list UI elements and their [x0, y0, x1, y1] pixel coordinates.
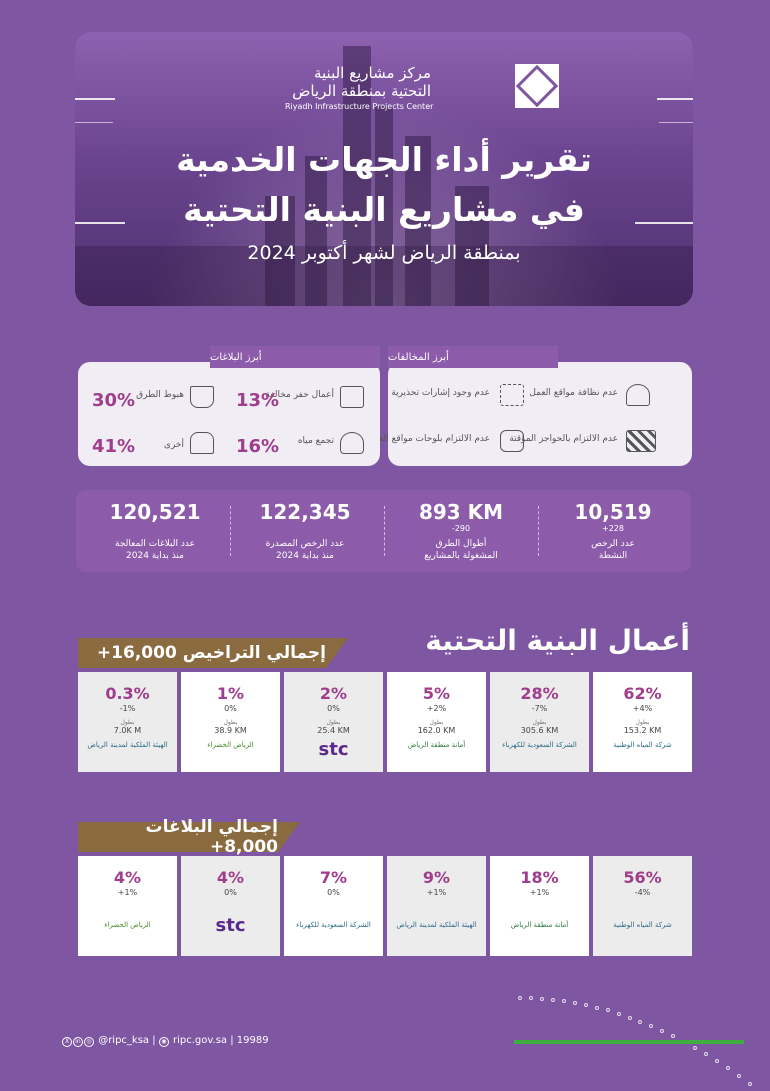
worker-cleaning-icon: [626, 384, 650, 406]
sec-logo: الشركة السعودية للكهرباء: [502, 741, 577, 749]
report-subtitle: بمنطقة الرياض لشهر أكتوبر 2024: [247, 242, 521, 264]
warning-light-icon: [500, 384, 524, 406]
decorative-dot: [638, 1019, 643, 1024]
riyadh-municipality-logo: أمانة منطقة الرياض: [407, 741, 466, 749]
complaint-cell: 9% +1% الهيئة الملكية لمدينة الرياض: [387, 856, 486, 956]
stc-logo: stc: [215, 915, 246, 936]
section-title: أعمال البنية التحتية: [425, 624, 690, 657]
barrier-icon: [626, 430, 656, 452]
ripc-logo: [515, 64, 559, 108]
report-title-2: في مشاريع البنية التحتية: [183, 190, 585, 229]
decorative-dot: [572, 1000, 577, 1005]
phone-number: 19989: [236, 1035, 269, 1046]
org-name-ar: مركز مشاريع البنية: [313, 64, 431, 82]
license-cell: 62% +4% بطول 153.2 KM شركة المياه الوطنية: [593, 672, 692, 772]
licenses-banner: إجمالي التراخيص 16,000+: [78, 638, 348, 668]
decorative-dot: [660, 1028, 665, 1033]
report-pct: 30%: [92, 390, 136, 411]
stat-issued-licenses: 122,345 عدد الرخص المصدرة منذ بداية 2024: [259, 500, 351, 561]
violation-label: عدم الالتزام بالحواجز المؤقتة: [509, 434, 618, 444]
sec-logo: الشركة السعودية للكهرباء: [296, 921, 371, 929]
license-cell: 1% 0% بطول 38.9 KM الرياض الخضراء: [181, 672, 280, 772]
water-icon: [340, 432, 364, 454]
report-label: هبوط الطرق: [136, 390, 184, 400]
decorative-dot: [715, 1059, 720, 1064]
hero-banner: مركز مشاريع البنية التحتية بمنطقة الرياض…: [75, 32, 693, 306]
complaint-cell: 4% +1% الرياض الخضراء: [78, 856, 177, 956]
report-label: أخرى: [163, 440, 184, 450]
excavator-icon: [340, 386, 364, 408]
org-name-ar-2: التحتية بمنطقة الرياض: [292, 82, 431, 100]
complaint-cell: 7% 0% الشركة السعودية للكهرباء: [284, 856, 383, 956]
reports-card: [78, 362, 380, 466]
reports-tab: أبرز البلاغات: [210, 346, 380, 368]
decorative-dot: [616, 1011, 621, 1016]
org-name-en: Riyadh Infrastructure Projects Center: [285, 102, 434, 111]
report-pct: 41%: [92, 436, 136, 457]
decorative-dot: [594, 1005, 599, 1010]
complaints-banner: إجمالي البلاغات 8,000+: [78, 817, 300, 857]
nwc-logo: شركة المياه الوطنية: [613, 741, 672, 749]
license-cell: 2% 0% بطول 25.4 KM stc: [284, 672, 383, 772]
decorative-dot: [726, 1066, 731, 1071]
violation-label: عدم وجود إشارات تحذيرية: [391, 388, 490, 398]
instagram-icon[interactable]: ◎: [84, 1037, 94, 1047]
decorative-dot: [704, 1052, 709, 1057]
decorative-dot: [528, 996, 533, 1001]
license-cell: 28% -7% بطول 305.6 KM الشركة السعودية للكهرب…: [490, 672, 589, 772]
stc-logo: stc: [318, 739, 349, 760]
decorative-dot: [737, 1074, 742, 1078]
decorative-line: [514, 1040, 744, 1044]
shovel-icon: [190, 432, 214, 454]
license-cell: 0.3% -1% بطول 7.0K M الهيئة الملكية لمدينة ا…: [78, 672, 177, 772]
report-pct: 13%: [236, 390, 280, 411]
violation-label: عدم الالتزام بلوحات مواقع العمل: [367, 434, 490, 444]
report-pct: 16%: [236, 436, 280, 457]
road-icon: [190, 386, 214, 408]
decorative-dot: [539, 996, 544, 1001]
rcrc-logo: الهيئة الملكية لمدينة الرياض: [396, 921, 477, 929]
report-title: تقرير أداء الجهات الخدمية: [176, 140, 592, 179]
licenses-grid: 0.3% -1% بطول 7.0K M الهيئة الملكية لمدينة ا…: [78, 672, 692, 772]
linkedin-icon[interactable]: in: [73, 1037, 83, 1047]
report-label: أعمال حفر مخالفة: [265, 390, 334, 400]
decorative-dot: [693, 1045, 698, 1050]
decorative-dot: [627, 1015, 632, 1020]
report-label: تجمع مياه: [297, 436, 334, 446]
complaint-cell: 56% -4% شركة المياه الوطنية: [593, 856, 692, 956]
web-icon: ◉: [158, 1037, 169, 1047]
stat-processed-reports: 120,521 عدد البلاغات المعالجة منذ بداية 2…: [109, 500, 201, 561]
stop-sign-icon: [500, 430, 524, 452]
x-icon[interactable]: X: [62, 1037, 72, 1047]
violations-tab: أبرز المخالفات: [388, 346, 558, 368]
social-handle[interactable]: @ripc_ksa: [98, 1035, 150, 1046]
decorative-dot: [671, 1034, 676, 1039]
decorative-dot: [550, 997, 555, 1002]
violation-label: عدم نظافة مواقع العمل: [529, 388, 618, 398]
complaint-cell: 4% 0% stc: [181, 856, 280, 956]
website-link[interactable]: ripc.gov.sa: [173, 1035, 228, 1046]
complaints-grid: 4% +1% الرياض الخضراء 4% 0% stc 7% 0% الشركة ا…: [78, 856, 692, 956]
decorative-dot: [748, 1082, 752, 1086]
rcrc-logo: الهيئة الملكية لمدينة الرياض: [87, 741, 168, 749]
stat-road-lengths: 893 KM -290 أطوال الطرق المشغولة بالمشاريع: [418, 500, 504, 561]
green-riyadh-logo: الرياض الخضراء: [207, 741, 254, 749]
decorative-dot: [583, 1003, 588, 1008]
decorative-dot: [561, 999, 566, 1004]
decorative-dot: [605, 1008, 610, 1013]
decorative-dot: [518, 996, 522, 1000]
green-riyadh-logo: الرياض الخضراء: [104, 921, 151, 929]
decorative-dot: [649, 1024, 654, 1029]
stats-bar: 10,519 +228 عدد الرخص النشطة 893 KM -290 أط…: [76, 490, 691, 572]
stat-active-licenses: 10,519 +228 عدد الرخص النشطة: [574, 500, 652, 561]
complaint-cell: 18% +1% أمانة منطقة الرياض: [490, 856, 589, 956]
license-cell: 5% +2% بطول 162.0 KM أمانة منطقة الرياض: [387, 672, 486, 772]
riyadh-municipality-logo: أمانة منطقة الرياض: [510, 921, 569, 929]
nwc-logo: شركة المياه الوطنية: [613, 921, 672, 929]
